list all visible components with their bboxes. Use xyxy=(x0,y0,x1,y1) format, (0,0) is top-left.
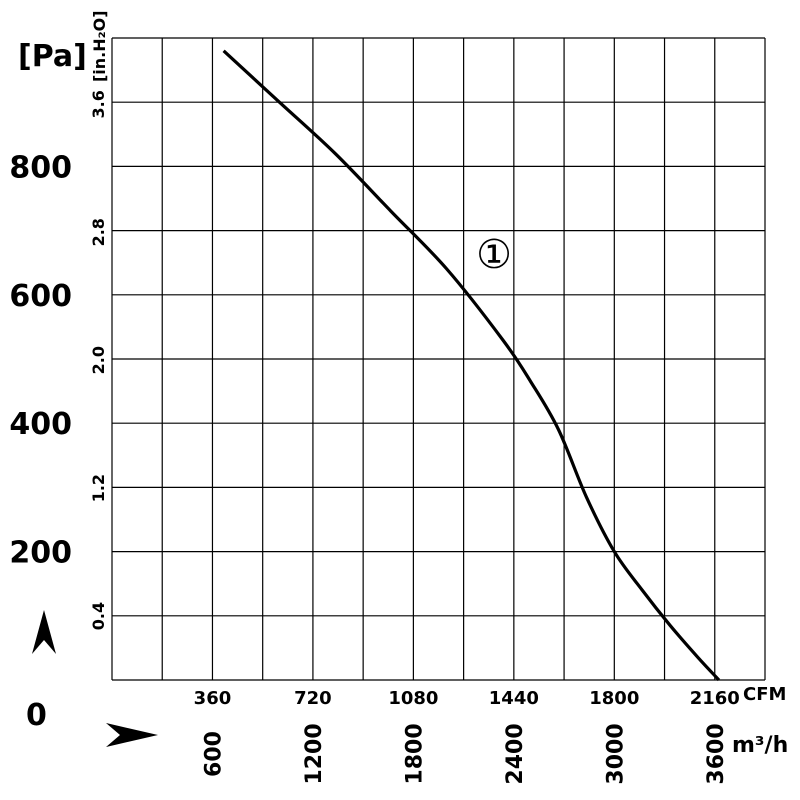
y-tick-label-inh2o: 0.4 xyxy=(89,602,108,630)
y-tick-label-pa: 400 xyxy=(9,407,72,442)
x-axis-ticks-cfm: 360 720 1080 1440 1800 2160 xyxy=(194,688,740,709)
x-axis-unit-m3h: m³/h xyxy=(732,733,788,758)
series-line-1 xyxy=(222,49,721,682)
chart-grid xyxy=(111,37,766,681)
x-tick-label-m3h: 1200 xyxy=(302,723,327,784)
y-axis-ticks-pa: 800 600 400 200 xyxy=(9,150,72,570)
x-tick-label-m3h: 600 xyxy=(201,731,226,777)
x-tick-label-cfm: 2160 xyxy=(690,688,740,709)
y-tick-label-pa: 800 xyxy=(9,150,72,185)
x-tick-label-m3h: 3600 xyxy=(704,723,729,784)
x-tick-label-cfm: 1440 xyxy=(489,688,539,709)
y-axis-unit-inh2o: [in.H₂O] xyxy=(90,10,109,82)
x-tick-label-m3h: 3000 xyxy=(603,723,628,784)
x-tick-label-cfm: 1080 xyxy=(388,688,438,709)
y-tick-label-inh2o: 2.8 xyxy=(89,218,108,246)
up-arrow-icon xyxy=(32,610,56,654)
y-tick-label-pa: 200 xyxy=(9,536,72,571)
y-axis-unit-pa: [Pa] xyxy=(18,39,87,74)
origin-label: 0 xyxy=(26,698,47,733)
x-axis-unit-cfm: CFM xyxy=(743,684,786,705)
x-axis-ticks-m3h: 600 1200 1800 2400 3000 3600 xyxy=(201,723,728,784)
series-label-1: ① xyxy=(476,232,512,278)
x-tick-label-m3h: 2400 xyxy=(503,723,528,784)
right-arrow-icon xyxy=(106,723,158,747)
y-tick-label-pa: 600 xyxy=(9,279,72,314)
x-tick-label-cfm: 360 xyxy=(194,688,232,709)
y-tick-label-inh2o: 2.0 xyxy=(89,346,108,374)
x-tick-label-cfm: 1800 xyxy=(589,688,639,709)
x-tick-label-m3h: 1800 xyxy=(402,723,427,784)
y-tick-label-inh2o: 3.6 xyxy=(89,90,108,118)
y-axis-ticks-inh2o: 3.6 2.8 2.0 1.2 0.4 xyxy=(89,90,108,630)
y-tick-label-inh2o: 1.2 xyxy=(89,474,108,502)
x-tick-label-cfm: 720 xyxy=(294,688,332,709)
